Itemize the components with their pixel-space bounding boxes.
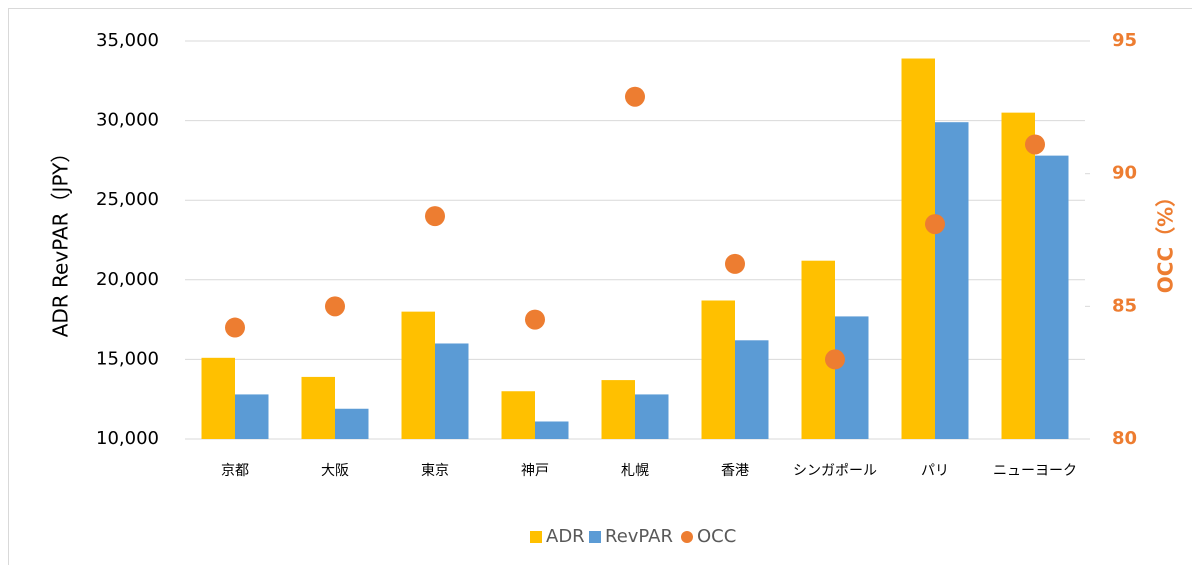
point — [925, 214, 945, 235]
bar — [801, 260, 835, 439]
point — [625, 86, 645, 107]
point — [525, 309, 545, 330]
point — [325, 296, 345, 317]
point — [225, 317, 245, 338]
point — [825, 349, 845, 370]
legend-swatch — [589, 531, 601, 543]
bar — [535, 421, 569, 439]
x-tick-label: 東京 — [421, 463, 449, 479]
bar — [1035, 155, 1069, 439]
y2-tick-label: 85 — [1112, 295, 1137, 316]
legend-label: OCC — [697, 526, 736, 547]
bar — [401, 311, 435, 439]
x-tick-label: 神戸 — [521, 463, 549, 479]
bar — [301, 376, 335, 439]
y2-axis-label: OCC（%） — [1154, 187, 1178, 293]
x-tick-label: シンガポール — [793, 463, 877, 479]
bar — [335, 408, 369, 439]
x-tick-label: 京都 — [221, 463, 249, 479]
bar — [1001, 112, 1035, 439]
y-tick-label: 35,000 — [96, 30, 159, 51]
bar — [735, 340, 769, 439]
y2-tick-label: 80 — [1112, 428, 1137, 449]
y-tick-label: 15,000 — [96, 348, 159, 369]
point — [725, 253, 745, 274]
x-tick-label: パリ — [921, 463, 949, 479]
x-tick-label: ニューヨーク — [993, 463, 1077, 479]
legend-swatch — [681, 531, 693, 543]
y2-tick-label: 95 — [1112, 30, 1137, 51]
point — [1025, 134, 1045, 155]
x-tick-label: 大阪 — [321, 463, 349, 479]
y-tick-label: 10,000 — [96, 428, 159, 449]
bar — [835, 316, 869, 439]
bar — [601, 380, 635, 439]
bar — [701, 300, 735, 439]
bar — [435, 343, 469, 439]
legend-swatch — [530, 531, 542, 543]
bar — [901, 58, 935, 440]
x-tick-label: 札幌 — [621, 463, 649, 479]
bar — [935, 122, 969, 439]
bar — [501, 391, 535, 439]
y-tick-label: 30,000 — [96, 110, 159, 131]
y2-tick-label: 90 — [1112, 163, 1137, 184]
y-axis-label: ADR RevPAR（JPY） — [49, 143, 73, 338]
chart-frame — [8, 8, 1192, 565]
bar — [235, 394, 269, 439]
y-tick-label: 25,000 — [96, 189, 159, 210]
bar — [635, 394, 669, 439]
bar — [201, 357, 235, 439]
y-tick-label: 20,000 — [96, 269, 159, 290]
legend-label: RevPAR — [605, 526, 673, 547]
x-tick-label: 香港 — [721, 463, 749, 479]
legend-label: ADR — [546, 526, 585, 547]
point — [425, 206, 445, 227]
